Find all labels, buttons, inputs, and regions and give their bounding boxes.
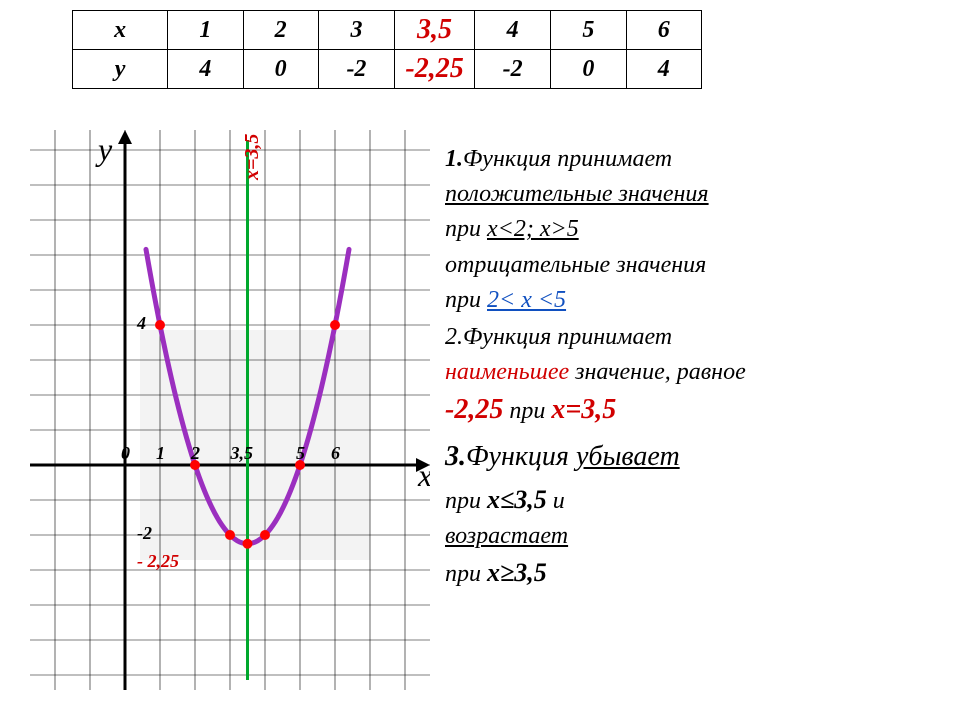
cell-y-0: 4 — [168, 50, 243, 89]
note7a: наименьшее — [445, 359, 569, 385]
note2: положительные значения — [445, 181, 709, 207]
table-row: y 4 0 -2 -2,25 -2 0 4 — [73, 50, 702, 89]
cell-x-5: 5 — [551, 11, 626, 50]
svg-text:y: y — [95, 131, 113, 167]
note11: возрастает — [445, 523, 568, 549]
svg-text:5: 5 — [296, 443, 305, 463]
note7b: значение, равное — [569, 359, 746, 385]
svg-text:6: 6 — [331, 443, 340, 463]
note8c: x=3,5 — [551, 394, 616, 425]
table-row: x 1 2 3 3,5 4 5 6 — [73, 11, 702, 50]
cell-y-2: -2 — [318, 50, 394, 89]
note10c: и — [547, 488, 565, 514]
svg-text:x=3,5: x=3,5 — [241, 134, 263, 181]
value-table: x 1 2 3 3,5 4 5 6 y 4 0 -2 -2,25 -2 0 4 — [72, 10, 702, 89]
cell-x-6: 6 — [626, 11, 701, 50]
note1-text: Функция принимает — [463, 146, 672, 172]
note12b: x≥3,5 — [487, 558, 547, 587]
cell-y-3: -2,25 — [395, 50, 475, 89]
cell-x-1: 2 — [243, 11, 318, 50]
parabola-chart: y x x=3,5 0 1 2 3,5 5 6 4 -2 - 2,25 — [30, 130, 430, 690]
cell-y-1: 0 — [243, 50, 318, 89]
note9c: убывает — [576, 441, 680, 472]
svg-text:0: 0 — [121, 443, 130, 463]
note1-num: 1. — [445, 146, 463, 172]
cell-y-5: 0 — [551, 50, 626, 89]
svg-text:2: 2 — [190, 443, 200, 463]
row-label-x: x — [73, 11, 168, 50]
note5b: 2< x <5 — [487, 287, 566, 313]
svg-text:- 2,25: - 2,25 — [137, 551, 179, 571]
cell-x-4: 4 — [475, 11, 551, 50]
note10a: при — [445, 488, 487, 514]
note4: отрицательные значения — [445, 252, 706, 278]
cell-y-6: 4 — [626, 50, 701, 89]
note8a: -2,25 — [445, 394, 503, 425]
cell-x-0: 1 — [168, 11, 243, 50]
note3a: при — [445, 216, 487, 242]
cell-y-4: -2 — [475, 50, 551, 89]
note6: 2.Функция принимает — [445, 324, 672, 350]
svg-text:4: 4 — [136, 313, 146, 333]
note3b: x<2; x>5 — [487, 216, 579, 242]
cell-x-2: 3 — [318, 11, 394, 50]
analysis-notes: 1.Функция принимает положительные значен… — [445, 140, 945, 595]
note10b: x≤3,5 — [487, 485, 547, 514]
svg-text:1: 1 — [156, 443, 165, 463]
svg-text:-2: -2 — [137, 523, 152, 543]
row-label-y: y — [73, 50, 168, 89]
note5a: при — [445, 287, 487, 313]
svg-text:x: x — [417, 457, 430, 493]
note9b: Функция — [466, 441, 576, 472]
svg-text:3,5: 3,5 — [230, 443, 254, 463]
cell-x-3: 3,5 — [395, 11, 475, 50]
note12a: при — [445, 561, 487, 587]
note8b: при — [503, 398, 551, 424]
note9a: 3. — [445, 441, 466, 472]
